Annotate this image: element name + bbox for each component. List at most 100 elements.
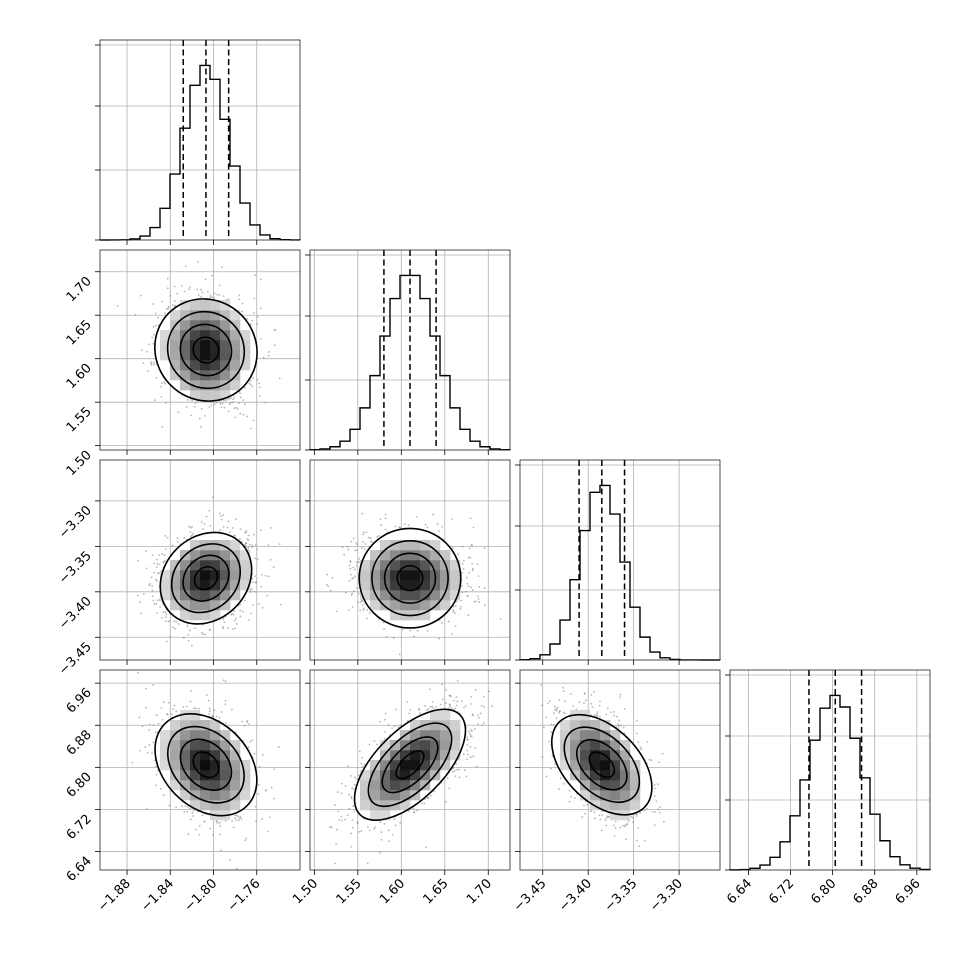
contour-1 <box>383 552 437 604</box>
scatter-point <box>200 407 203 410</box>
density-cell <box>240 330 251 341</box>
density-cell <box>380 550 391 561</box>
density-content <box>116 261 281 430</box>
scatter-point <box>208 509 211 512</box>
scatter-point <box>269 558 272 561</box>
scatter-point <box>235 518 237 520</box>
scatter-point <box>249 591 252 593</box>
density-cell <box>200 610 211 621</box>
scatter-point <box>258 382 261 385</box>
density-cell <box>430 600 441 611</box>
density-cell <box>220 360 231 371</box>
scatter-point <box>350 594 353 596</box>
scatter-point <box>150 576 153 579</box>
scatter-point <box>351 592 354 595</box>
scatter-point <box>254 557 257 560</box>
scatter-point <box>441 622 443 624</box>
scatter-point <box>416 629 419 632</box>
scatter-point <box>436 523 439 525</box>
density-cell <box>390 560 401 571</box>
scatter-point <box>222 514 225 517</box>
scatter-point <box>180 284 183 287</box>
scatter-point <box>200 425 202 428</box>
density-cell <box>210 570 221 581</box>
scatter-point <box>166 536 169 539</box>
density-cell <box>180 310 191 321</box>
scatter-point <box>472 526 475 529</box>
density-cell <box>200 390 211 401</box>
scatter-point <box>229 397 232 400</box>
scatter-point <box>454 624 457 627</box>
density-cell <box>180 600 191 611</box>
scatter-point <box>352 566 355 569</box>
scatter-point <box>190 644 193 647</box>
density-panel-2-1 <box>305 459 511 665</box>
scatter-point <box>167 305 170 308</box>
scatter-point <box>256 323 259 326</box>
density-cell <box>210 610 221 621</box>
scatter-point <box>205 515 208 518</box>
scatter-point <box>409 629 412 632</box>
scatter-point <box>188 629 191 632</box>
scatter-point <box>455 600 458 603</box>
scatter-point <box>256 378 259 381</box>
scatter-point <box>467 556 470 559</box>
density-cell <box>210 590 221 601</box>
scatter-point <box>252 581 254 584</box>
scatter-point <box>452 609 455 611</box>
scatter-point <box>235 623 238 625</box>
scatter-point <box>235 617 237 620</box>
density-cell <box>180 610 191 621</box>
scatter-point <box>278 377 281 380</box>
density-cell <box>180 350 191 361</box>
density-cell <box>360 560 371 571</box>
scatter-point <box>366 617 368 620</box>
scatter-point <box>478 601 481 603</box>
scatter-point <box>213 292 216 295</box>
scatter-point <box>246 317 248 320</box>
scatter-point <box>249 383 252 386</box>
scatter-point <box>161 616 163 619</box>
scatter-point <box>162 561 165 564</box>
scatter-point <box>355 564 358 567</box>
density-cell <box>240 580 251 591</box>
density-cell <box>220 580 231 591</box>
scatter-point <box>155 602 158 605</box>
density-cell <box>180 570 191 581</box>
scatter-point <box>384 513 387 516</box>
density-cell <box>370 550 381 561</box>
scatter-point <box>272 566 275 569</box>
scatter-point <box>370 540 373 543</box>
scatter-point <box>222 295 225 297</box>
scatter-point <box>229 401 232 404</box>
scatter-point <box>146 370 149 373</box>
scatter-point <box>252 419 255 422</box>
scatter-point <box>171 544 174 547</box>
hist-panel-2 <box>515 459 721 665</box>
x-tick-label-3-0: 6.64 <box>724 876 755 907</box>
density-cell <box>200 350 211 361</box>
density-cell <box>230 590 241 601</box>
scatter-point <box>367 536 370 539</box>
scatter-point <box>155 558 158 561</box>
density-cell <box>380 540 391 551</box>
scatter-point <box>155 566 158 568</box>
scatter-point <box>153 571 156 574</box>
density-cell <box>210 350 221 361</box>
density-cell <box>420 550 431 561</box>
density-cell <box>170 310 181 321</box>
scatter-point <box>173 285 176 288</box>
y-tick-label-2-0: −3.45 <box>56 639 95 678</box>
density-cell <box>430 540 441 551</box>
scatter-point <box>165 308 168 310</box>
scatter-point <box>499 617 502 620</box>
scatter-point <box>357 560 360 563</box>
scatter-point <box>253 297 256 300</box>
scatter-point <box>234 627 237 630</box>
panel-frame <box>99 249 301 451</box>
scatter-point <box>465 590 467 593</box>
scatter-point <box>231 612 233 615</box>
scatter-point <box>452 605 455 608</box>
scatter-point <box>160 385 163 388</box>
scatter-point <box>466 595 469 597</box>
